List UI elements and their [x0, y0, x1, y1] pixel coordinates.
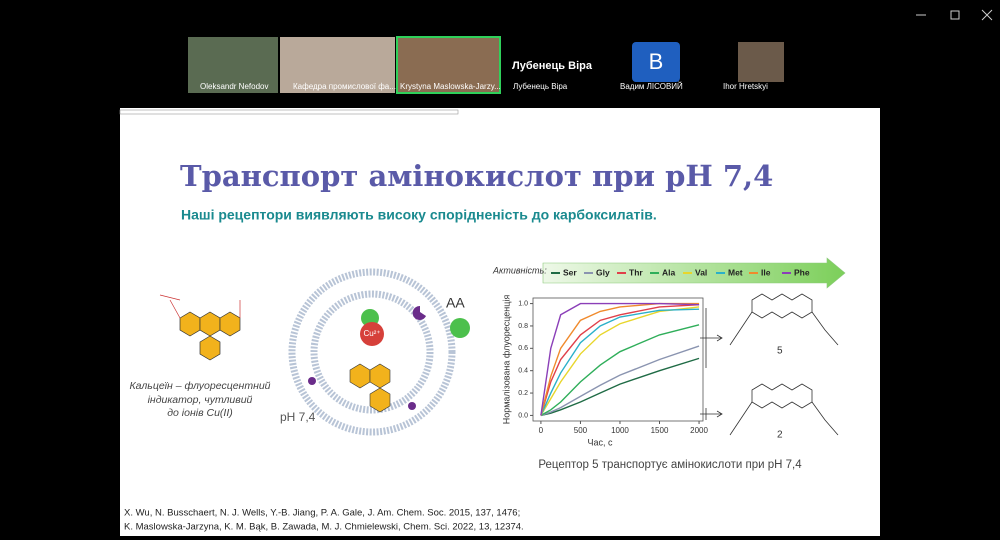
participant-name: Кафедра промислової фа...: [293, 82, 396, 91]
series-line: [540, 302, 700, 416]
legend-label: Thr: [629, 267, 643, 277]
video-tile[interactable]: [738, 42, 784, 82]
reference: X. Wu, N. Busschaert, N. J. Wells, Y.-B.…: [124, 508, 520, 519]
legend-label: Ser: [563, 267, 577, 277]
y-axis-label: Нормалізована флуоресценція: [501, 295, 511, 425]
series-line: [540, 304, 700, 416]
calcein-molecule: [159, 294, 241, 361]
participant-name: Oleksandr Nefodov: [200, 82, 268, 91]
vesicle: [288, 268, 470, 436]
plot-frame: [532, 297, 704, 422]
series-line: [540, 324, 700, 417]
legend-label: Met: [728, 267, 743, 277]
activity-arrow: [542, 257, 846, 289]
x-tick-label: 500: [574, 426, 588, 435]
video-tile[interactable]: [396, 36, 501, 94]
slide-title: Транспорт амінокислот при pH 7,4: [180, 159, 773, 193]
participant-name: Вадим ЛІСОВИЙ: [620, 82, 683, 91]
x-tick-label: 2000: [690, 426, 708, 435]
thumbnails: В Лубенець Віра Oleksandr Nefodov Кафедр…: [188, 36, 784, 94]
legend-label: Ile: [761, 267, 771, 277]
chart-caption: Рецептор 5 транспортує амінокислоти при …: [538, 459, 802, 471]
aa-label: AA: [446, 295, 465, 311]
restore[interactable]: [950, 10, 960, 20]
avatar[interactable]: [632, 42, 680, 82]
close[interactable]: [981, 9, 993, 21]
series-line: [540, 306, 700, 416]
cu-label: Cu²⁺: [363, 329, 380, 338]
slide: [120, 108, 880, 536]
legend-label: Gly: [596, 267, 610, 277]
video-tile[interactable]: [280, 37, 395, 93]
x-tick-label: 0: [539, 426, 544, 435]
window-controls: [916, 9, 993, 21]
series-line: [540, 308, 700, 416]
series-line: [540, 345, 700, 417]
caption: до іонів Cu(II): [167, 407, 233, 419]
avatar-initial: В: [649, 49, 664, 74]
caption: індикатор, чутливий: [148, 394, 253, 406]
caption: Кальцеїн – флуоресцентний: [129, 380, 270, 392]
y-tick-label: 0.6: [518, 345, 528, 352]
ph-label: pH 7,4: [280, 410, 316, 424]
legend-label: Phe: [794, 267, 810, 277]
progress: [119, 109, 459, 115]
y-tick-label: 0.4: [518, 368, 528, 375]
y-tick-label: 0.0: [518, 412, 528, 419]
participant-name: Krystyna Maslowska-Jarzy...: [400, 82, 501, 91]
video-tile[interactable]: [188, 37, 278, 93]
y-tick-label: 0.8: [518, 323, 528, 330]
legend-title: Активність:: [492, 265, 547, 275]
reference: K. Maslowska-Jarzyna, K. M. Bąk, B. Zawa…: [124, 522, 524, 533]
receptor-label: 5: [777, 346, 783, 357]
participant-name: Ihor Hretskyi: [723, 82, 768, 91]
series-line: [540, 357, 700, 417]
x-tick-label: 1000: [611, 426, 629, 435]
y-tick-label: 0.2: [518, 390, 528, 397]
legend-label: Ala: [662, 267, 676, 277]
speaker-name: Лубенець Віра: [512, 60, 593, 72]
receptor-label: 2: [777, 430, 783, 441]
chart: 0 500 1000 1500 2000 0.0 0.2 0.4 0.6 0.8 1.0 Час, с…: [501, 267, 809, 447]
y-tick-label: 1.0: [518, 300, 528, 307]
receptor-structures: [700, 293, 839, 436]
legend-label: Val: [695, 267, 707, 277]
slide-subtitle: Наші рецептори виявляють високу спорідне…: [181, 207, 657, 223]
participant-name: Лубенець Віра: [513, 82, 568, 91]
x-axis-label: Час, с: [587, 437, 613, 447]
x-tick-label: 1500: [651, 426, 669, 435]
